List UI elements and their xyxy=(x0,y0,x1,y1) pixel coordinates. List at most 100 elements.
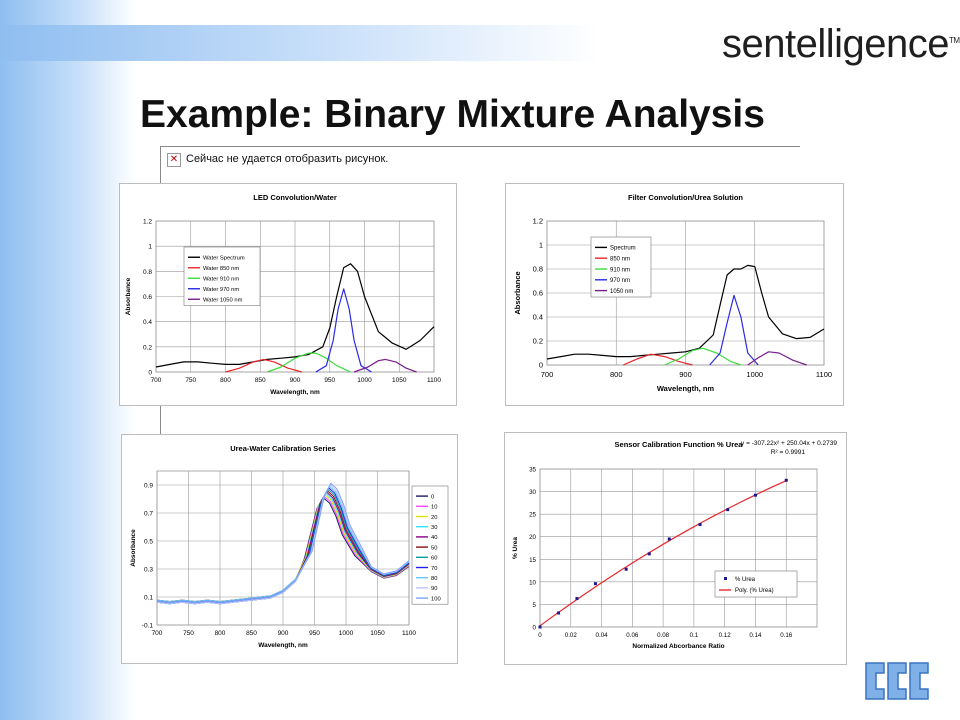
legend-label: Water 1050 nm xyxy=(203,298,243,304)
broken-image-text: Сейчас не удается отобразить рисунок. xyxy=(186,153,389,165)
legend-label: 1050 nm xyxy=(610,289,633,295)
x-axis-label: Wavelength, nm xyxy=(258,642,308,649)
x-axis-label: Wavelength, nm xyxy=(270,389,320,396)
x-tick-label: 800 xyxy=(220,377,231,384)
x-tick-label: 700 xyxy=(152,630,163,637)
x-tick-label: 950 xyxy=(309,630,320,637)
chart-title: Sensor Calibration Function % Urea xyxy=(615,440,744,449)
y-axis-label: Absorbance xyxy=(513,271,522,314)
series-line xyxy=(546,264,825,360)
legend-label: Water 970 nm xyxy=(203,287,239,293)
left-gradient-band xyxy=(0,0,135,720)
y-tick-label: 0.4 xyxy=(533,313,543,322)
chart-title: LED Convolution/Water xyxy=(253,193,337,202)
y-tick-label: 0.2 xyxy=(143,344,152,351)
fit-equation: y = -307.22x² + 250.04x + 0.2739 xyxy=(741,440,837,447)
x-tick-label: 1050 xyxy=(392,377,407,384)
y-tick-label: 35 xyxy=(529,467,536,474)
x-axis-label: Normalized Abcorbance Ratio xyxy=(632,643,724,650)
chart-title: Urea-Water Calibration Series xyxy=(230,444,336,453)
legend-label: Water Spectrum xyxy=(203,256,245,262)
broken-image-icon: ✕ xyxy=(167,153,181,167)
legend-marker xyxy=(724,577,727,580)
y-tick-label: -0.1 xyxy=(142,623,154,630)
y-tick-label: 0.2 xyxy=(533,337,543,346)
series-line xyxy=(622,353,693,366)
x-tick-label: 1000 xyxy=(339,630,354,637)
x-tick-label: 1050 xyxy=(370,630,385,637)
y-tick-label: 0.5 xyxy=(144,539,153,546)
y-tick-label: 1.2 xyxy=(533,217,543,226)
y-tick-label: 20 xyxy=(529,534,536,541)
y-axis-label: % Urea xyxy=(512,537,519,559)
x-tick-label: 0.04 xyxy=(596,632,609,639)
legend-label: 80 xyxy=(431,576,437,582)
legend-box xyxy=(714,570,798,598)
x-tick-label: 0 xyxy=(538,632,542,639)
data-point xyxy=(667,537,671,541)
legend-label: Water 850 nm xyxy=(203,266,239,272)
series-line xyxy=(156,485,410,602)
legend-label: 910 nm xyxy=(610,267,630,273)
series-line xyxy=(353,358,417,373)
data-point xyxy=(556,611,560,615)
y-tick-label: 15 xyxy=(529,557,536,564)
plot-area xyxy=(539,468,818,628)
company-logo: sentelligenceTM xyxy=(722,22,960,66)
x-tick-label: 1000 xyxy=(357,377,372,384)
legend-label: 90 xyxy=(431,586,437,592)
x-tick-label: 850 xyxy=(255,377,266,384)
y-tick-label: 0.4 xyxy=(143,319,152,326)
data-point xyxy=(698,523,702,527)
y-axis-label: Absorbance xyxy=(130,529,137,567)
y-tick-label: 0.9 xyxy=(144,483,153,490)
series-line xyxy=(266,352,351,373)
legend-label: 970 nm xyxy=(610,278,630,284)
series-line xyxy=(709,294,759,366)
y-tick-label: 0.8 xyxy=(533,265,543,274)
x-tick-label: 0.14 xyxy=(749,632,762,639)
x-tick-label: 950 xyxy=(324,377,335,384)
legend-label: 60 xyxy=(431,556,437,562)
data-point xyxy=(624,567,628,571)
series-line xyxy=(225,358,303,373)
series-line xyxy=(315,288,372,373)
x-tick-label: 0.08 xyxy=(657,632,670,639)
legend-label: Poly. (% Urea) xyxy=(735,588,774,594)
series-line xyxy=(155,263,435,368)
x-tick-label: 1100 xyxy=(402,630,416,637)
top-gradient-band xyxy=(0,25,600,61)
y-tick-label: 0.6 xyxy=(533,289,543,298)
series-line xyxy=(156,484,410,605)
data-point xyxy=(753,493,757,497)
data-point xyxy=(784,478,788,482)
data-point xyxy=(647,552,651,556)
data-point xyxy=(538,625,542,629)
fit-r-squared: R² = 0.9991 xyxy=(771,449,806,456)
y-tick-label: 5 xyxy=(533,602,537,609)
x-tick-label: 900 xyxy=(278,630,289,637)
data-point xyxy=(575,597,579,601)
slide-title: Example: Binary Mixture Analysis xyxy=(140,93,765,136)
y-tick-label: 0.1 xyxy=(144,595,153,602)
legend-label: 100 xyxy=(431,596,441,602)
y-tick-label: 1 xyxy=(148,244,152,251)
legend-label: 70 xyxy=(431,566,437,572)
legend-label: 40 xyxy=(431,535,437,541)
y-tick-label: 0 xyxy=(533,625,537,632)
x-tick-label: 1100 xyxy=(427,377,441,384)
series-line xyxy=(747,351,807,366)
x-tick-label: 1000 xyxy=(746,370,763,379)
chart-filter-convolution: Filter Convolution/Urea Solution 700 800 90… xyxy=(505,183,844,406)
chart-led-convolution: LED Convolution/Water 700 750 800 850 900 950 1… xyxy=(119,183,457,406)
legend-label: Water 910 nm xyxy=(203,277,239,283)
y-axis-label: Absorbance xyxy=(125,277,132,315)
legend-label: % Urea xyxy=(735,577,756,583)
x-tick-label: 900 xyxy=(290,377,301,384)
x-tick-label: 0.02 xyxy=(565,632,578,639)
legend-label: 10 xyxy=(431,505,437,511)
chart-sensor-calibration: Sensor Calibration Function % Urea 0 0.02 0… xyxy=(504,432,847,665)
legend-label: 850 nm xyxy=(610,257,630,263)
legend-box xyxy=(411,485,449,605)
x-axis-label: Wavelength, nm xyxy=(657,384,715,393)
